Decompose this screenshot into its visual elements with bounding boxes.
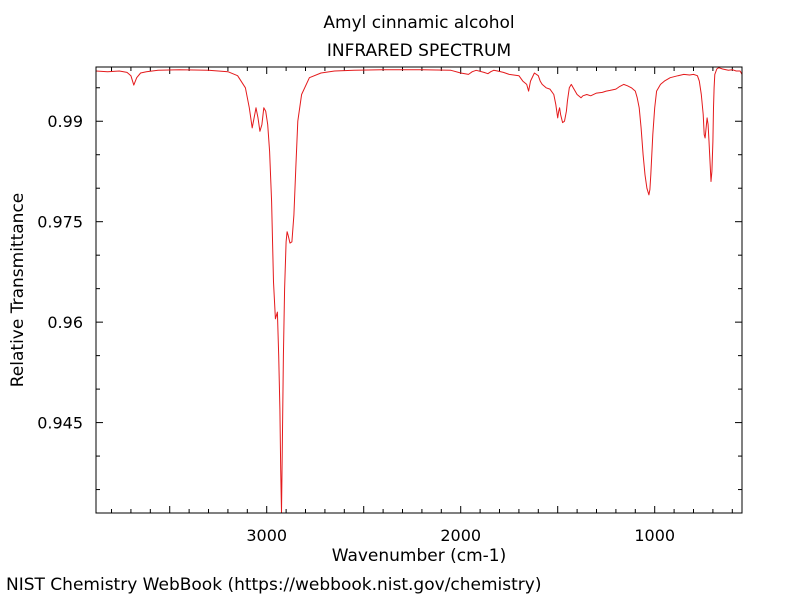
x-axis-label: Wavenumber (cm-1)	[332, 546, 507, 566]
y-tick-label: 0.945	[37, 414, 83, 433]
x-tick-label: 2000	[440, 526, 481, 545]
plot-frame	[95, 66, 743, 514]
x-tick-label: 3000	[246, 526, 287, 545]
y-tick-label: 0.96	[47, 313, 83, 332]
axis-tick-labels: 3000 2000 1000 0.99 0.975 0.96 0.945	[37, 112, 675, 545]
y-tick-label: 0.99	[47, 112, 83, 131]
x-tick-label: 1000	[634, 526, 675, 545]
spectrum-line	[95, 67, 743, 514]
axis-ticks	[96, 67, 742, 513]
y-tick-label: 0.975	[37, 213, 83, 232]
source-credit: NIST Chemistry WebBook (https://webbook.…	[6, 575, 542, 595]
chart-title: Amyl cinnamic alcohol	[323, 13, 514, 33]
chart-subtitle: INFRARED SPECTRUM	[327, 41, 511, 61]
y-axis-label: Relative Transmittance	[8, 193, 28, 388]
